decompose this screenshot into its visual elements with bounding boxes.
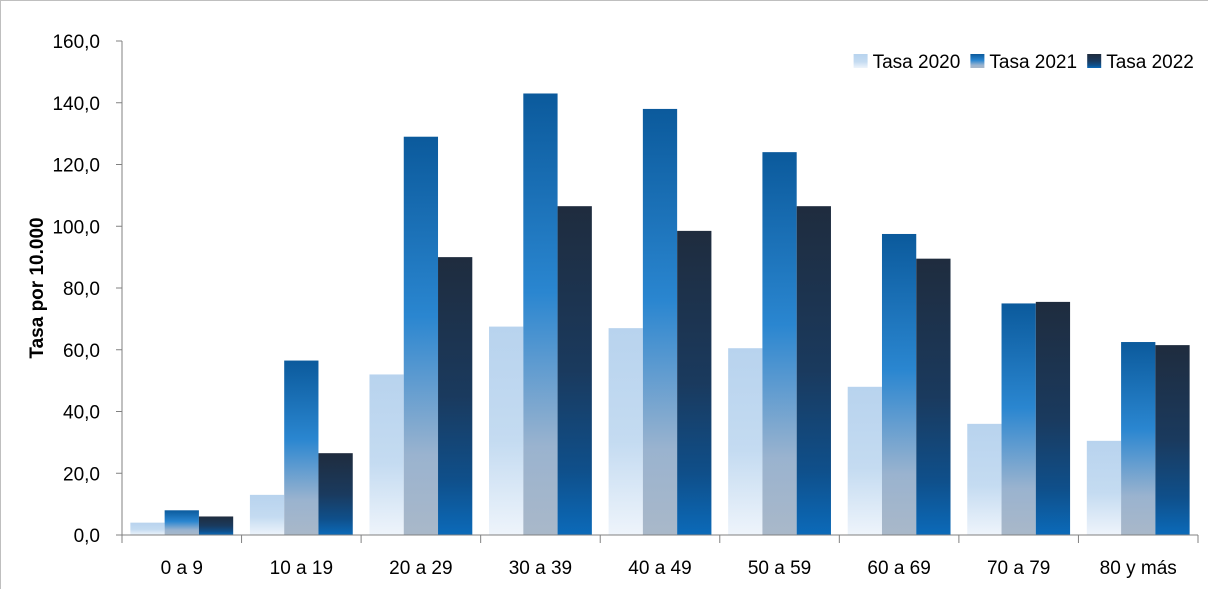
legend-swatch: [1087, 54, 1102, 68]
bar: [369, 374, 404, 535]
bar: [762, 152, 797, 535]
legend-swatch: [853, 54, 868, 68]
bar: [164, 510, 199, 535]
bar: [438, 257, 473, 535]
y-tick-label: 20,0: [63, 464, 100, 485]
y-tick-label: 120,0: [52, 156, 100, 177]
y-axis-title: Tasa por 10.000: [27, 217, 48, 358]
bar: [677, 230, 712, 535]
bar: [523, 93, 558, 536]
bar: [249, 494, 285, 535]
y-tick-label: 100,0: [52, 217, 100, 238]
x-tick-label: 80 y más: [1100, 558, 1177, 579]
x-tick-label: 0 a 9: [161, 558, 203, 579]
bar: [642, 108, 678, 536]
bar: [1086, 440, 1122, 535]
bar: [1121, 342, 1156, 535]
bar: [916, 258, 951, 535]
legend-label: Tasa 2022: [1106, 52, 1194, 73]
legend-swatch: [970, 54, 985, 68]
legend-label: Tasa 2020: [873, 52, 961, 73]
x-tick-label: 40 a 49: [628, 558, 691, 579]
x-tick-label: 60 a 69: [867, 558, 930, 579]
x-tick-label: 30 a 39: [509, 558, 572, 579]
bar: [318, 453, 353, 535]
bar: [284, 360, 319, 535]
bar: [198, 516, 234, 535]
x-tick-label: 70 a 79: [987, 558, 1050, 579]
bar: [967, 423, 1002, 535]
bar: [796, 206, 831, 535]
y-tick-label: 0,0: [74, 526, 100, 547]
x-axis: 0 a 9 10 a 19 20 a 29 30 a 39 40 a 49 50 a 59…: [121, 534, 1199, 579]
y-tick-label: 60,0: [63, 341, 100, 362]
bar: [1001, 303, 1036, 535]
bar: [489, 326, 524, 535]
bar: [403, 136, 439, 535]
bar: [130, 522, 165, 535]
bar: [847, 386, 882, 535]
bar: [557, 206, 592, 535]
x-tick-label: 20 a 29: [389, 558, 452, 579]
bar: [608, 328, 643, 535]
y-tick-label: 140,0: [52, 94, 100, 115]
x-tick-label: 10 a 19: [270, 558, 333, 579]
bar: [1155, 345, 1190, 535]
legend: Tasa 2020 Tasa 2021 Tasa 2022: [853, 52, 1194, 73]
y-axis: 0,0 20,0 40,0 60,0 80,0 100,0 120,0 140,0 160,0: [52, 32, 123, 547]
bar: [881, 233, 917, 535]
x-tick-label: 50 a 59: [748, 558, 811, 579]
y-tick-label: 80,0: [63, 279, 100, 300]
y-tick-label: 40,0: [63, 403, 100, 424]
legend-label: Tasa 2021: [989, 52, 1077, 73]
bar: [1035, 301, 1071, 535]
bars-group: [130, 93, 1190, 536]
bar: [728, 348, 763, 535]
y-tick-label: 160,0: [52, 32, 100, 53]
